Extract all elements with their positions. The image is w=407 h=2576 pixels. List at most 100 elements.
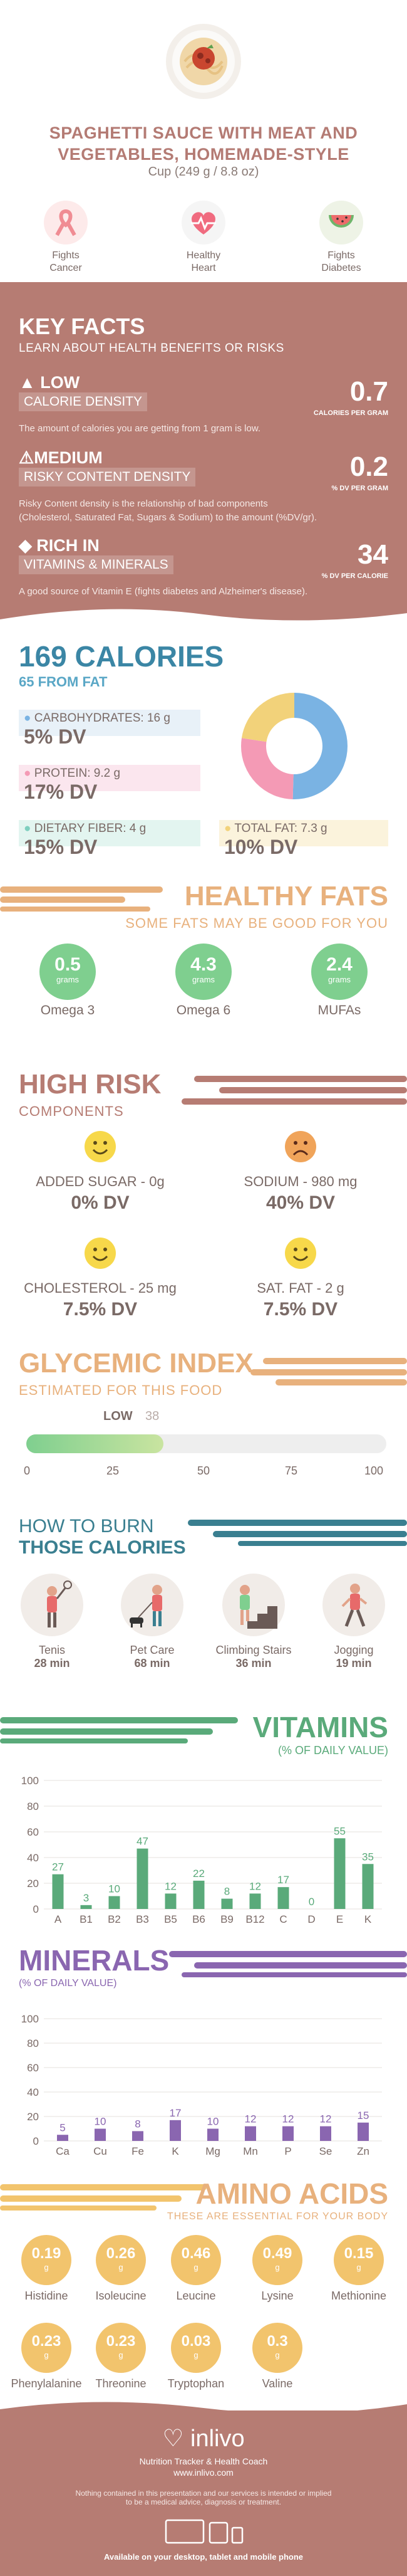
fat-value: 0.5 — [54, 954, 81, 975]
data-label: 3 — [83, 1892, 89, 1904]
level-label: RICH IN — [36, 536, 100, 555]
bar-b2 — [108, 1896, 120, 1909]
brand-name: inlivo — [190, 2426, 245, 2452]
amino-circle: 0.15 g — [334, 2235, 384, 2285]
protein-label: PROTEIN: 9.2 g — [34, 767, 121, 780]
x-tick-label: B9 — [220, 1913, 234, 1925]
devices-icon — [0, 2518, 407, 2548]
y-tick-label: 20 — [27, 2111, 39, 2123]
data-label: 35 — [362, 1851, 374, 1863]
fat-label: TOTAL FAT: 7.3 g — [234, 822, 327, 835]
x-tick-label: B12 — [245, 1913, 264, 1925]
activity-time: 68 min — [134, 1657, 170, 1669]
amino-name: Valine — [262, 2377, 293, 2390]
badge-label-line1: Fights — [52, 250, 80, 261]
amino-value: 0.23 — [31, 2333, 61, 2350]
amino-circle: 0.46 g — [171, 2235, 221, 2285]
minerals-title: MINERALS — [19, 1944, 170, 1977]
activity-name: Pet Care — [130, 1644, 175, 1656]
donut-slice-fat — [241, 693, 348, 799]
wave-divider-bottom — [0, 607, 407, 621]
data-label: 27 — [52, 1861, 64, 1873]
minerals-bar-chart: 0 20 40 60 80 100 5 Ca 10 Cu 8 Fe 17 K 10 Mg 12 Mn 12 P 12 Se… — [21, 2013, 382, 2157]
burn-item-climbing-stairs: Climbing Stairs 36 min — [207, 1574, 301, 1670]
glycemic-value: 38 — [145, 1409, 160, 1423]
bar-a — [52, 1874, 64, 1909]
burn-item-jogging: Jogging 19 min — [307, 1574, 401, 1670]
fact-description: The amount of calories you are getting f… — [19, 423, 261, 434]
serving-size: Cup (249 g / 8.8 oz) — [148, 165, 259, 179]
minerals-stripes — [169, 1951, 407, 1977]
spaghetti-plate-image — [166, 24, 241, 99]
level-label: MEDIUM — [34, 448, 103, 467]
dot-icon: ● — [24, 712, 31, 725]
key-fact-risky-content: ⚠MEDIUM RISKY CONTENT DENSITY — [19, 448, 294, 486]
data-label: 17 — [277, 1874, 289, 1886]
burn-title-line1: HOW TO BURN — [19, 1516, 154, 1537]
calories-from-fat: 65 FROM FAT — [19, 674, 108, 690]
amino-unit: g — [44, 2263, 49, 2272]
protein-item: ● PROTEIN: 9.2 g 17% DV — [24, 767, 120, 804]
fact-value: 0.2 — [349, 451, 388, 482]
available-text: Available on your desktop, tablet and mo… — [103, 2552, 304, 2562]
fat-name: Omega 6 — [176, 1003, 231, 1017]
risk-dv: 0% DV — [71, 1192, 130, 1213]
fiber-item: ● DIETARY FIBER: 4 g 15% DV — [24, 822, 146, 859]
data-label: 55 — [334, 1825, 346, 1837]
arrow-down-icon: ▲ LOW — [19, 373, 80, 392]
bar-c — [277, 1887, 289, 1909]
fiber-label: DIETARY FIBER: 4 g — [34, 822, 147, 835]
data-label: 15 — [358, 2110, 369, 2121]
x-tick-label: C — [279, 1913, 287, 1925]
healthy-fats-subtitle: SOME FATS MAY BE GOOD FOR YOU — [125, 915, 388, 931]
footer-tagline: Nutrition Tracker & Health Coach — [139, 2456, 268, 2466]
amino-unit: g — [193, 2263, 198, 2272]
risk-label: CHOLESTEROL - 25 mg — [24, 1280, 177, 1296]
amino-subtitle: THESE ARE ESSENTIAL FOR YOUR BODY — [167, 2211, 388, 2222]
page-title-line1: SPAGHETTI SAUCE WITH MEAT AND — [49, 124, 358, 142]
amino-unit: g — [118, 2263, 123, 2272]
fact-name: CALORIE DENSITY — [19, 392, 148, 411]
bar-cu — [95, 2128, 106, 2141]
x-tick-label: Fe — [131, 2145, 144, 2157]
amino-name: Phenylalanine — [11, 2377, 82, 2390]
diamond-icon: ◆ — [19, 536, 32, 555]
x-tick-label: D — [307, 1913, 315, 1925]
fat-unit: grams — [327, 975, 351, 984]
data-label: 17 — [170, 2107, 182, 2119]
bar-se — [320, 2126, 331, 2141]
healthy-fats-title: HEALTHY FATS — [184, 881, 388, 912]
y-tick-label: 80 — [27, 2037, 39, 2049]
fact-value: 34 — [358, 539, 388, 570]
dot-icon: ● — [24, 822, 31, 835]
amino-unit: g — [356, 2263, 361, 2272]
carbs-bar — [19, 710, 200, 736]
watermelon-icon — [319, 201, 363, 244]
amino-unit: g — [275, 2350, 280, 2360]
x-tick-label: B3 — [136, 1913, 149, 1925]
y-tick-label: 20 — [27, 1878, 39, 1890]
burn-item-pet-care: Pet Care 68 min — [105, 1574, 199, 1670]
badge-label-line1: Healthy — [186, 250, 221, 261]
data-label: 12 — [282, 2113, 294, 2125]
y-tick-label: 100 — [21, 2013, 39, 2025]
ribbon-icon — [44, 201, 88, 244]
inlivo-logo[interactable]: ♡ inlivo — [0, 2424, 407, 2452]
amino-value: 0.19 — [31, 2245, 61, 2262]
data-label: 12 — [245, 2113, 257, 2125]
fact-description: A good source of Vitamin E (fights diabe… — [19, 586, 308, 597]
amino-name: Histidine — [24, 2289, 68, 2302]
level-label: LOW — [40, 373, 80, 392]
badge-healthy-heart: Healthy Heart — [169, 201, 238, 275]
amino-value: 0.03 — [181, 2333, 211, 2350]
disclaimer-line2: to be a medical advice, diagnosis or tre… — [125, 2498, 282, 2506]
glycemic-title: GLYCEMIC INDEX — [19, 1348, 254, 1379]
risk-label: SAT. FAT - 2 g — [257, 1280, 344, 1296]
mufas-circle: 2.4 grams — [311, 944, 368, 1000]
bar-b5 — [165, 1893, 177, 1909]
activity-name: Jogging — [334, 1644, 374, 1656]
footer-url[interactable]: www.inlivo.com — [173, 2468, 234, 2478]
data-label: 47 — [137, 1836, 148, 1848]
key-fact-vitamins: ◆ RICH IN VITAMINS & MINERALS — [19, 536, 294, 574]
amino-circle: 0.23 g — [96, 2323, 146, 2373]
